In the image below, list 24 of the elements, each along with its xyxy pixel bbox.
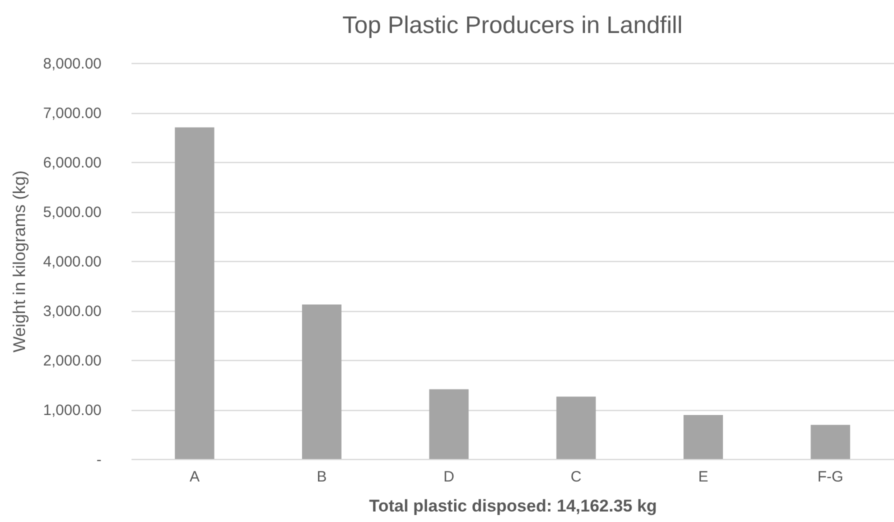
y-tick-label: 3,000.00 xyxy=(43,303,102,320)
bar xyxy=(684,414,723,459)
chart-title: Top Plastic Producers in Landfill xyxy=(342,12,683,39)
y-tick-label: 6,000.00 xyxy=(43,154,102,172)
y-tick-label: 4,000.00 xyxy=(43,254,102,270)
y-tick-label: 1,000.00 xyxy=(43,402,102,419)
bar xyxy=(810,424,850,459)
y-tick-label: 7,000.00 xyxy=(43,105,102,122)
bar xyxy=(302,304,342,459)
y-tick-label: 5,000.00 xyxy=(43,204,102,221)
bar xyxy=(429,389,469,459)
x-tick-label: E xyxy=(698,468,708,486)
bar xyxy=(174,127,214,459)
x-tick-label: D xyxy=(443,468,454,486)
y-tick-label: 2,000.00 xyxy=(43,352,102,370)
x-tick-label: F-G xyxy=(818,468,844,486)
y-tick-label: - xyxy=(96,452,102,468)
x-axis-title: Total plastic disposed: 14,162.35 kg xyxy=(369,496,657,516)
x-tick-label: B xyxy=(316,468,327,486)
x-tick-label: A xyxy=(190,468,200,486)
x-tick-label: C xyxy=(570,468,582,486)
y-axis-title: Weight in kilograms (kg) xyxy=(10,170,30,353)
bar xyxy=(556,396,596,459)
y-tick-label: 8,000.00 xyxy=(43,56,102,72)
